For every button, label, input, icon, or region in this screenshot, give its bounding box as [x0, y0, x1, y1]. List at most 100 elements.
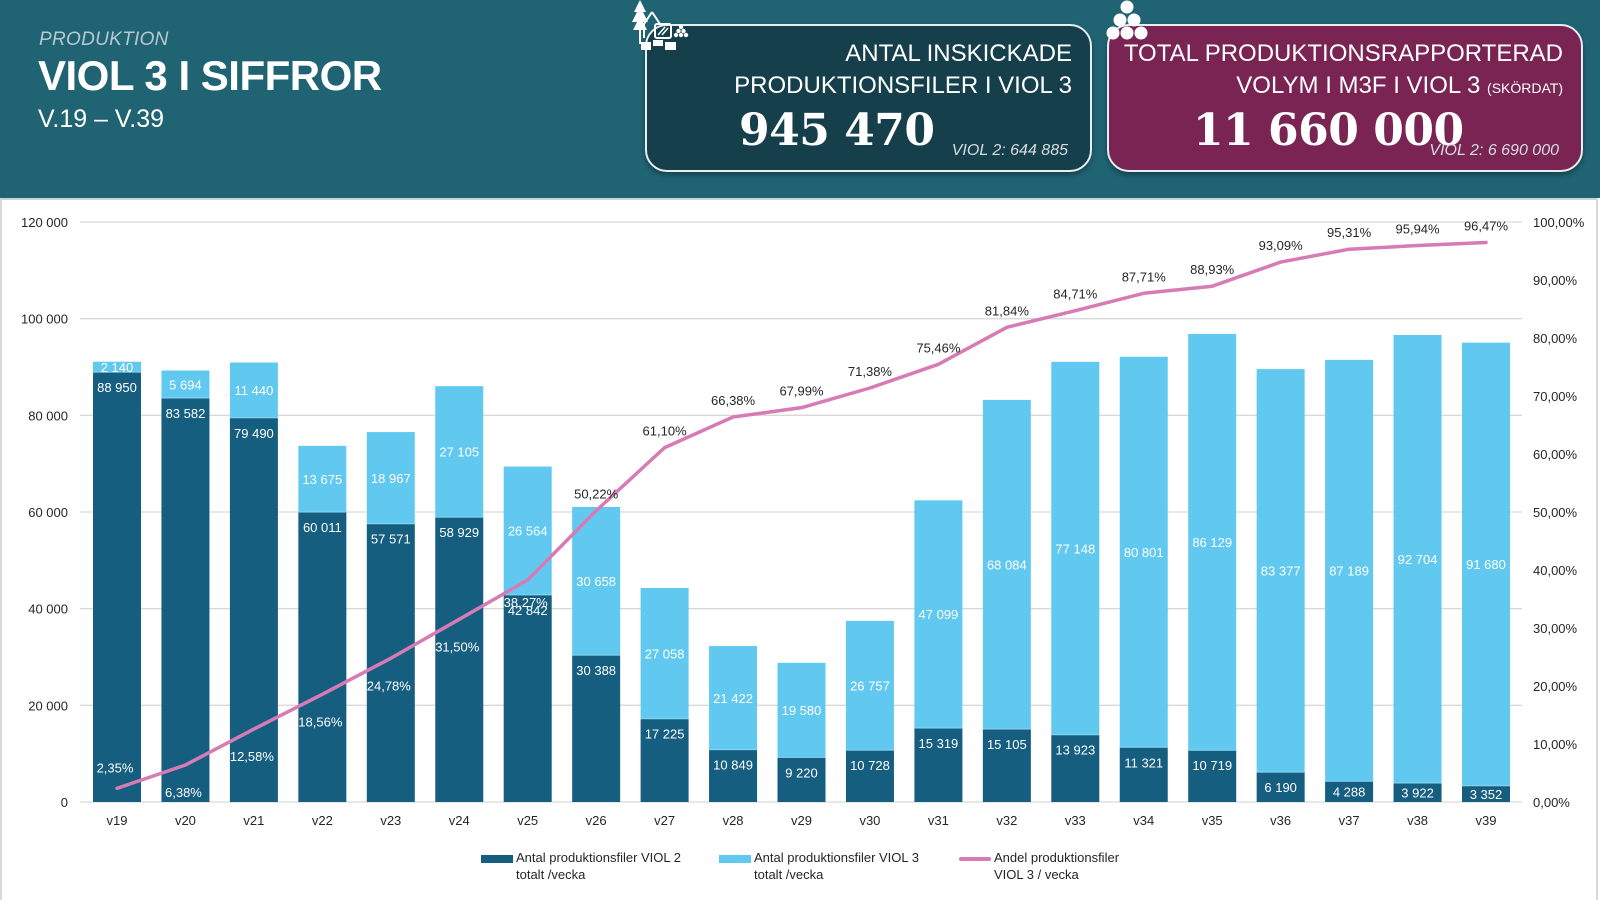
share-data-label: 71,38%	[848, 364, 893, 379]
share-data-label: 61,10%	[643, 424, 688, 439]
bar-label-viol3: 26 757	[850, 678, 890, 693]
x-tick-label: v24	[449, 813, 470, 828]
y2-tick-label: 40,00%	[1533, 563, 1578, 578]
kpi-volume-label-line1: TOTAL PRODUKTIONSRAPPORTERAD	[1123, 40, 1563, 67]
kpi-volume-compare: VIOL 2: 6 690 000	[1429, 142, 1559, 159]
bar-label-viol2: 79 490	[234, 426, 274, 441]
share-data-label: 84,71%	[1053, 287, 1098, 302]
y2-tick-label: 30,00%	[1533, 621, 1578, 636]
bar-viol2	[93, 372, 141, 802]
kpi-files-label-line1: ANTAL INSKICKADE	[845, 40, 1072, 67]
bar-data-labels: 88 950 2 140 83 582 5 694 79 490 11 440 60 011…	[97, 360, 1506, 802]
log-pile-icon	[1106, 0, 1148, 40]
bar-label-viol2: 13 923	[1055, 743, 1095, 758]
y-tick-label: 120 000	[21, 215, 68, 230]
bar-viol2	[982, 728, 1031, 802]
kpi-files-compare: VIOL 2: 644 885	[951, 142, 1068, 159]
x-tick-label: v20	[175, 813, 196, 828]
bar-label-viol2: 10 719	[1192, 758, 1232, 773]
bar-label-viol3: 77 148	[1055, 541, 1095, 556]
y2-tick-label: 70,00%	[1533, 389, 1578, 404]
right-axis-ticks: 0,00% 10,00% 20,00% 30,00% 40,00% 50,00% 60,00…	[1533, 215, 1585, 810]
left-axis-ticks: 0 20 000 40 000 60 000 80 000 100 000 120 000	[21, 215, 68, 810]
kpi-files-value: 945 470	[739, 105, 935, 156]
bar-label-viol3: 2 140	[101, 360, 134, 375]
share-line-series	[115, 240, 1488, 791]
x-tick-label: v26	[586, 813, 607, 828]
bar-viol2	[229, 417, 278, 802]
y2-tick-label: 60,00%	[1533, 447, 1578, 462]
share-data-label: 66,38%	[711, 393, 756, 408]
bar-viol3	[1462, 342, 1510, 786]
share-data-label: 67,99%	[779, 384, 824, 399]
legend-label-share-line1: Andel produktionsfiler	[994, 850, 1120, 865]
x-tick-label: v38	[1407, 813, 1428, 828]
bar-viol3	[777, 662, 826, 758]
bar-viol2	[1256, 772, 1305, 802]
bar-viol3	[914, 500, 963, 728]
week-range: V.19 – V.39	[38, 105, 165, 133]
bar-label-viol2: 15 105	[987, 737, 1027, 752]
bar-viol3	[93, 361, 141, 373]
x-tick-label: v35	[1202, 813, 1223, 828]
bar-label-viol3: 19 580	[782, 703, 822, 718]
bar-viol2	[1393, 783, 1442, 802]
legend-label-viol2-line1: Antal produktionsfiler VIOL 2	[516, 850, 681, 865]
x-axis-ticks: v19 v20 v21 v22 v23 v24 v25 v26 v27 v28 v29 v30 v31 v…	[107, 813, 1497, 828]
bar-label-viol2: 17 225	[645, 727, 685, 742]
x-tick-label: v21	[243, 813, 264, 828]
bar-label-viol3: 26 564	[508, 524, 548, 539]
legend-label-viol3-line1: Antal produktionsfiler VIOL 3	[754, 850, 919, 865]
share-data-label: 87,71%	[1122, 269, 1167, 284]
bar-label-viol2: 11 321	[1124, 755, 1163, 770]
bar-viol2	[1119, 747, 1168, 802]
bar-viol2	[1188, 750, 1237, 802]
bar-viol3	[1119, 356, 1168, 748]
legend-label-viol3-line2: totalt /vecka	[754, 867, 824, 882]
bar-label-viol3: 87 189	[1329, 564, 1369, 579]
share-data-label: 93,09%	[1259, 238, 1304, 253]
bar-label-viol3: 5 694	[169, 377, 202, 392]
bar-label-viol3: 92 704	[1398, 552, 1438, 567]
header-banner: PRODUKTION VIOL 3 I SIFFROR V.19 – V.39 …	[0, 0, 1600, 198]
share-data-label: 50,22%	[574, 487, 619, 502]
y2-tick-label: 50,00%	[1533, 505, 1578, 520]
bar-label-viol3: 27 058	[645, 646, 685, 661]
bar-label-viol3: 27 105	[439, 445, 479, 460]
bar-label-viol3: 21 422	[713, 691, 753, 706]
bar-viol2	[914, 727, 963, 802]
bar-viol2	[161, 398, 210, 802]
bar-label-viol3: 13 675	[302, 472, 342, 487]
x-tick-label: v23	[380, 813, 401, 828]
y2-tick-label: 80,00%	[1533, 331, 1578, 346]
y-tick-label: 100 000	[21, 312, 68, 327]
kpi-files-label: ANTAL INSKICKADE PRODUKTIONSFILER I VIOL…	[734, 38, 1072, 102]
share-data-label: 75,46%	[916, 340, 961, 355]
bar-viol3	[1393, 334, 1442, 784]
bar-viol2	[435, 517, 484, 802]
kpi-card-volume: TOTAL PRODUKTIONSRAPPORTERAD VOLYM I M3F…	[1107, 24, 1583, 172]
kpi-volume-label-suffix: (SKÖRDAT)	[1487, 80, 1563, 96]
bar-viol3	[1256, 369, 1305, 773]
share-data-label: 6,38%	[165, 785, 202, 800]
kpi-volume-label-line2: VOLYM I M3F I VIOL 3	[1236, 72, 1481, 99]
y-tick-label: 60 000	[28, 505, 68, 520]
bar-viol2	[709, 749, 758, 802]
share-data-label: 88,93%	[1190, 262, 1235, 277]
x-tick-label: v25	[517, 813, 538, 828]
share-data-label: 12,58%	[230, 749, 275, 764]
bar-label-viol2: 30 388	[576, 663, 616, 678]
share-data-label: 24,78%	[367, 678, 412, 693]
y2-tick-label: 90,00%	[1533, 273, 1578, 288]
bar-viol3	[435, 386, 484, 518]
kpi-volume-value: 11 660 000	[1193, 105, 1464, 156]
share-data-labels: 2,35% 6,38% 12,58% 18,56% 24,78% 31,50% 38,27%…	[97, 218, 1509, 800]
x-tick-label: v33	[1065, 813, 1086, 828]
bar-viol3	[1188, 333, 1237, 751]
share-data-label: 38,27%	[504, 595, 549, 610]
bar-label-viol2: 57 571	[371, 532, 411, 547]
bar-viol3	[366, 432, 415, 524]
kpi-card-files: ANTAL INSKICKADE PRODUKTIONSFILER I VIOL…	[645, 24, 1092, 172]
x-tick-label: v27	[654, 813, 675, 828]
share-data-label: 81,84%	[985, 303, 1030, 318]
